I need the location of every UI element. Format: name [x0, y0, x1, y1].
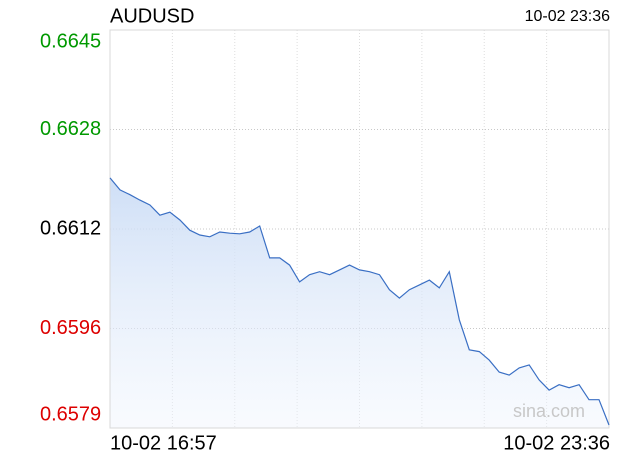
y-tick-label: 0.6645	[40, 30, 101, 52]
x-tick-label: 10-02 23:36	[503, 432, 610, 454]
timestamp: 10-02 23:36	[525, 8, 611, 25]
y-tick-label: 0.6628	[40, 118, 101, 140]
chart-title: AUDUSD	[110, 5, 194, 27]
area-fill	[110, 177, 609, 428]
y-tick-label: 0.6579	[40, 403, 101, 425]
x-tick-label: 10-02 16:57	[110, 432, 217, 454]
y-tick-label: 0.6596	[40, 317, 101, 339]
plot-frame	[109, 29, 610, 429]
watermark: sina.com	[513, 401, 585, 421]
y-tick-label: 0.6612	[40, 217, 101, 239]
price-line	[109, 177, 610, 426]
